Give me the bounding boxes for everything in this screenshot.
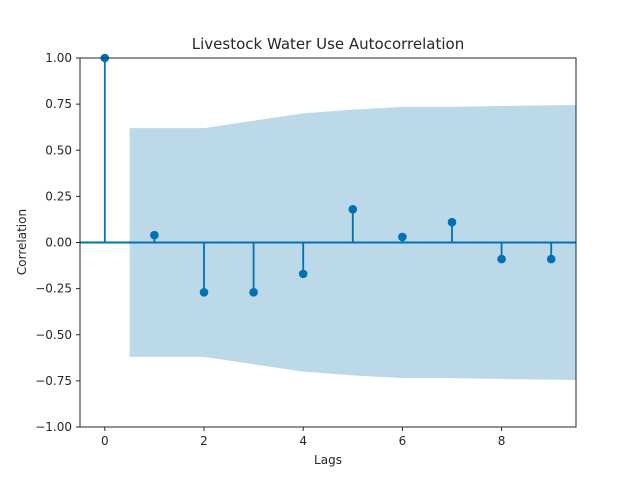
y-axis-ticks: −1.00 −0.75 −0.50 −0.25 0.00 0.25 0.50 0.75 1.00 (35, 51, 80, 434)
y-tick-label: 0.00 (45, 236, 72, 250)
acf-point-lag-4 (298, 269, 308, 279)
x-axis-ticks: 0 2 4 6 8 (101, 427, 505, 448)
y-tick-label: 1.00 (45, 51, 72, 65)
x-tick-label: 0 (101, 434, 109, 448)
acf-point-lag-9 (546, 254, 556, 264)
y-axis-label: Correlation (15, 209, 29, 275)
y-tick-label: 0.75 (45, 97, 72, 111)
acf-point-lag-2 (199, 288, 209, 297)
chart-title: Livestock Water Use Autocorrelation (192, 35, 464, 53)
acf-point-lag-5 (348, 204, 358, 214)
y-tick-label: 0.50 (45, 143, 72, 157)
stem-layer (100, 53, 556, 297)
y-tick-label: −1.00 (35, 420, 72, 434)
x-tick-label: 4 (299, 434, 307, 448)
y-tick-label: −0.25 (35, 282, 72, 296)
y-tick-label: 0.25 (45, 189, 72, 203)
y-tick-label: −0.75 (35, 374, 72, 388)
x-axis-label: Lags (314, 453, 342, 467)
acf-point-lag-1 (150, 230, 159, 240)
acf-point-lag-3 (249, 288, 258, 297)
acf-point-lag-8 (497, 254, 506, 264)
acf-point-lag-6 (398, 232, 407, 242)
x-tick-label: 6 (399, 434, 407, 448)
x-tick-label: 8 (498, 434, 506, 448)
acf-point-lag-7 (447, 217, 457, 227)
x-tick-label: 2 (200, 434, 208, 448)
y-tick-label: −0.50 (35, 328, 72, 342)
